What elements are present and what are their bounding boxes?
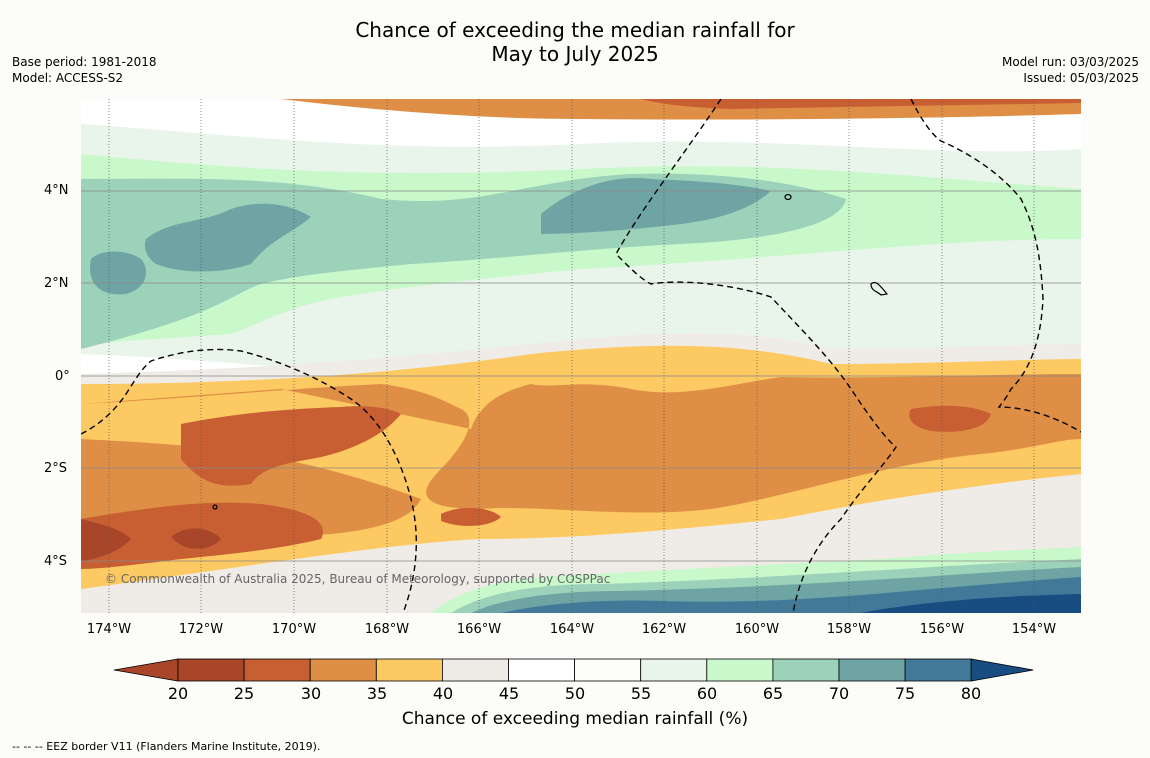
graticule: [81, 190, 1081, 562]
lon-label-164w: 164°W: [549, 622, 595, 637]
band-north-edge-very-dry: [641, 99, 1081, 109]
lat-label-4s: 4°S: [44, 554, 68, 569]
colorbar-swatch-50: [574, 658, 642, 682]
patch-25-30-central: [441, 507, 501, 526]
cb-tick-45: 45: [498, 684, 520, 703]
rainfall-probability-map: [81, 99, 1081, 613]
patch-70-75-central: [144, 203, 311, 272]
lon-label-160w: 160°W: [734, 622, 780, 637]
patch-20-25-west: [81, 519, 131, 561]
colorbar-arrow-high: [970, 658, 1034, 682]
lon-label-166w: 166°W: [456, 622, 502, 637]
cb-tick-30: 30: [300, 684, 322, 703]
lon-label-170w: 170°W: [271, 622, 317, 637]
patch-20-25-sw: [171, 528, 221, 549]
title-line-2: May to July 2025: [491, 42, 659, 66]
lon-label-158w: 158°W: [826, 622, 872, 637]
islands: [212, 193, 889, 510]
map-canvas: [81, 99, 1081, 613]
cb-tick-35: 35: [366, 684, 388, 703]
colorbar-arrow-low: [113, 658, 179, 682]
model-name: Model: ACCESS-S2: [12, 71, 124, 85]
patch-70-75-west: [90, 251, 146, 295]
patch-70-75-east: [541, 178, 771, 234]
title-line-1: Chance of exceeding the median rainfall …: [355, 18, 795, 42]
band-30-35: [81, 374, 1081, 513]
lon-label-156w: 156°W: [919, 622, 965, 637]
lon-label-174w: 174°W: [86, 622, 132, 637]
cb-tick-65: 65: [762, 684, 784, 703]
lat-label-2n: 2°N: [44, 276, 69, 291]
colorbar-swatch-60: [706, 658, 774, 682]
cb-tick-20: 20: [167, 684, 189, 703]
lat-label-2s: 2°S: [44, 461, 68, 476]
colorbar-swatch-30: [309, 658, 377, 682]
eez-borders: [81, 99, 1081, 613]
lat-label-eq: 0°: [55, 369, 70, 384]
cb-tick-70: 70: [828, 684, 850, 703]
colorbar-swatch-40: [441, 658, 509, 682]
patch-25-30-east: [909, 405, 991, 432]
lon-label-162w: 162°W: [641, 622, 687, 637]
colorbar-swatch-70: [838, 658, 906, 682]
cb-tick-80: 80: [960, 684, 982, 703]
lat-label-4n: 4°N: [44, 183, 69, 198]
band-25-30-west: [181, 406, 401, 486]
eez-footnote: -- -- -- EEZ border V11 (Flanders Marine…: [12, 740, 321, 753]
colorbar-swatch-45: [508, 658, 575, 682]
model-info: Base period: 1981-2018 Model: ACCESS-S2: [12, 54, 157, 86]
map-title: Chance of exceeding the median rainfall …: [0, 18, 1150, 66]
run-info: Model run: 03/03/2025 Issued: 05/03/2025: [1002, 54, 1139, 86]
colorbar-swatches: [113, 658, 1034, 682]
model-run-date: Model run: 03/03/2025: [1001, 55, 1139, 69]
band-south-80-plus: [861, 594, 1081, 613]
colorbar-swatch-25: [243, 658, 311, 682]
copyright-credit: © Commonwealth of Australia 2025, Bureau…: [105, 572, 611, 586]
cb-tick-40: 40: [432, 684, 454, 703]
cb-tick-60: 60: [696, 684, 718, 703]
colorbar-swatch-65: [772, 658, 840, 682]
colorbar-swatch-55: [640, 658, 708, 682]
lon-label-154w: 154°W: [1011, 622, 1057, 637]
colorbar-swatch-20: [177, 658, 245, 682]
cb-tick-75: 75: [894, 684, 916, 703]
cb-tick-50: 50: [564, 684, 586, 703]
base-period: Base period: 1981-2018: [12, 55, 157, 69]
issued-date: Issued: 05/03/2025: [1023, 71, 1139, 85]
cb-tick-55: 55: [630, 684, 652, 703]
colorbar-swatch-35: [375, 658, 443, 682]
lon-label-168w: 168°W: [364, 622, 410, 637]
colorbar-title: Chance of exceeding median rainfall (%): [401, 709, 749, 729]
lon-label-172w: 172°W: [178, 622, 224, 637]
colorbar: [113, 658, 1034, 682]
colorbar-swatch-75: [904, 658, 972, 682]
cb-tick-25: 25: [233, 684, 255, 703]
